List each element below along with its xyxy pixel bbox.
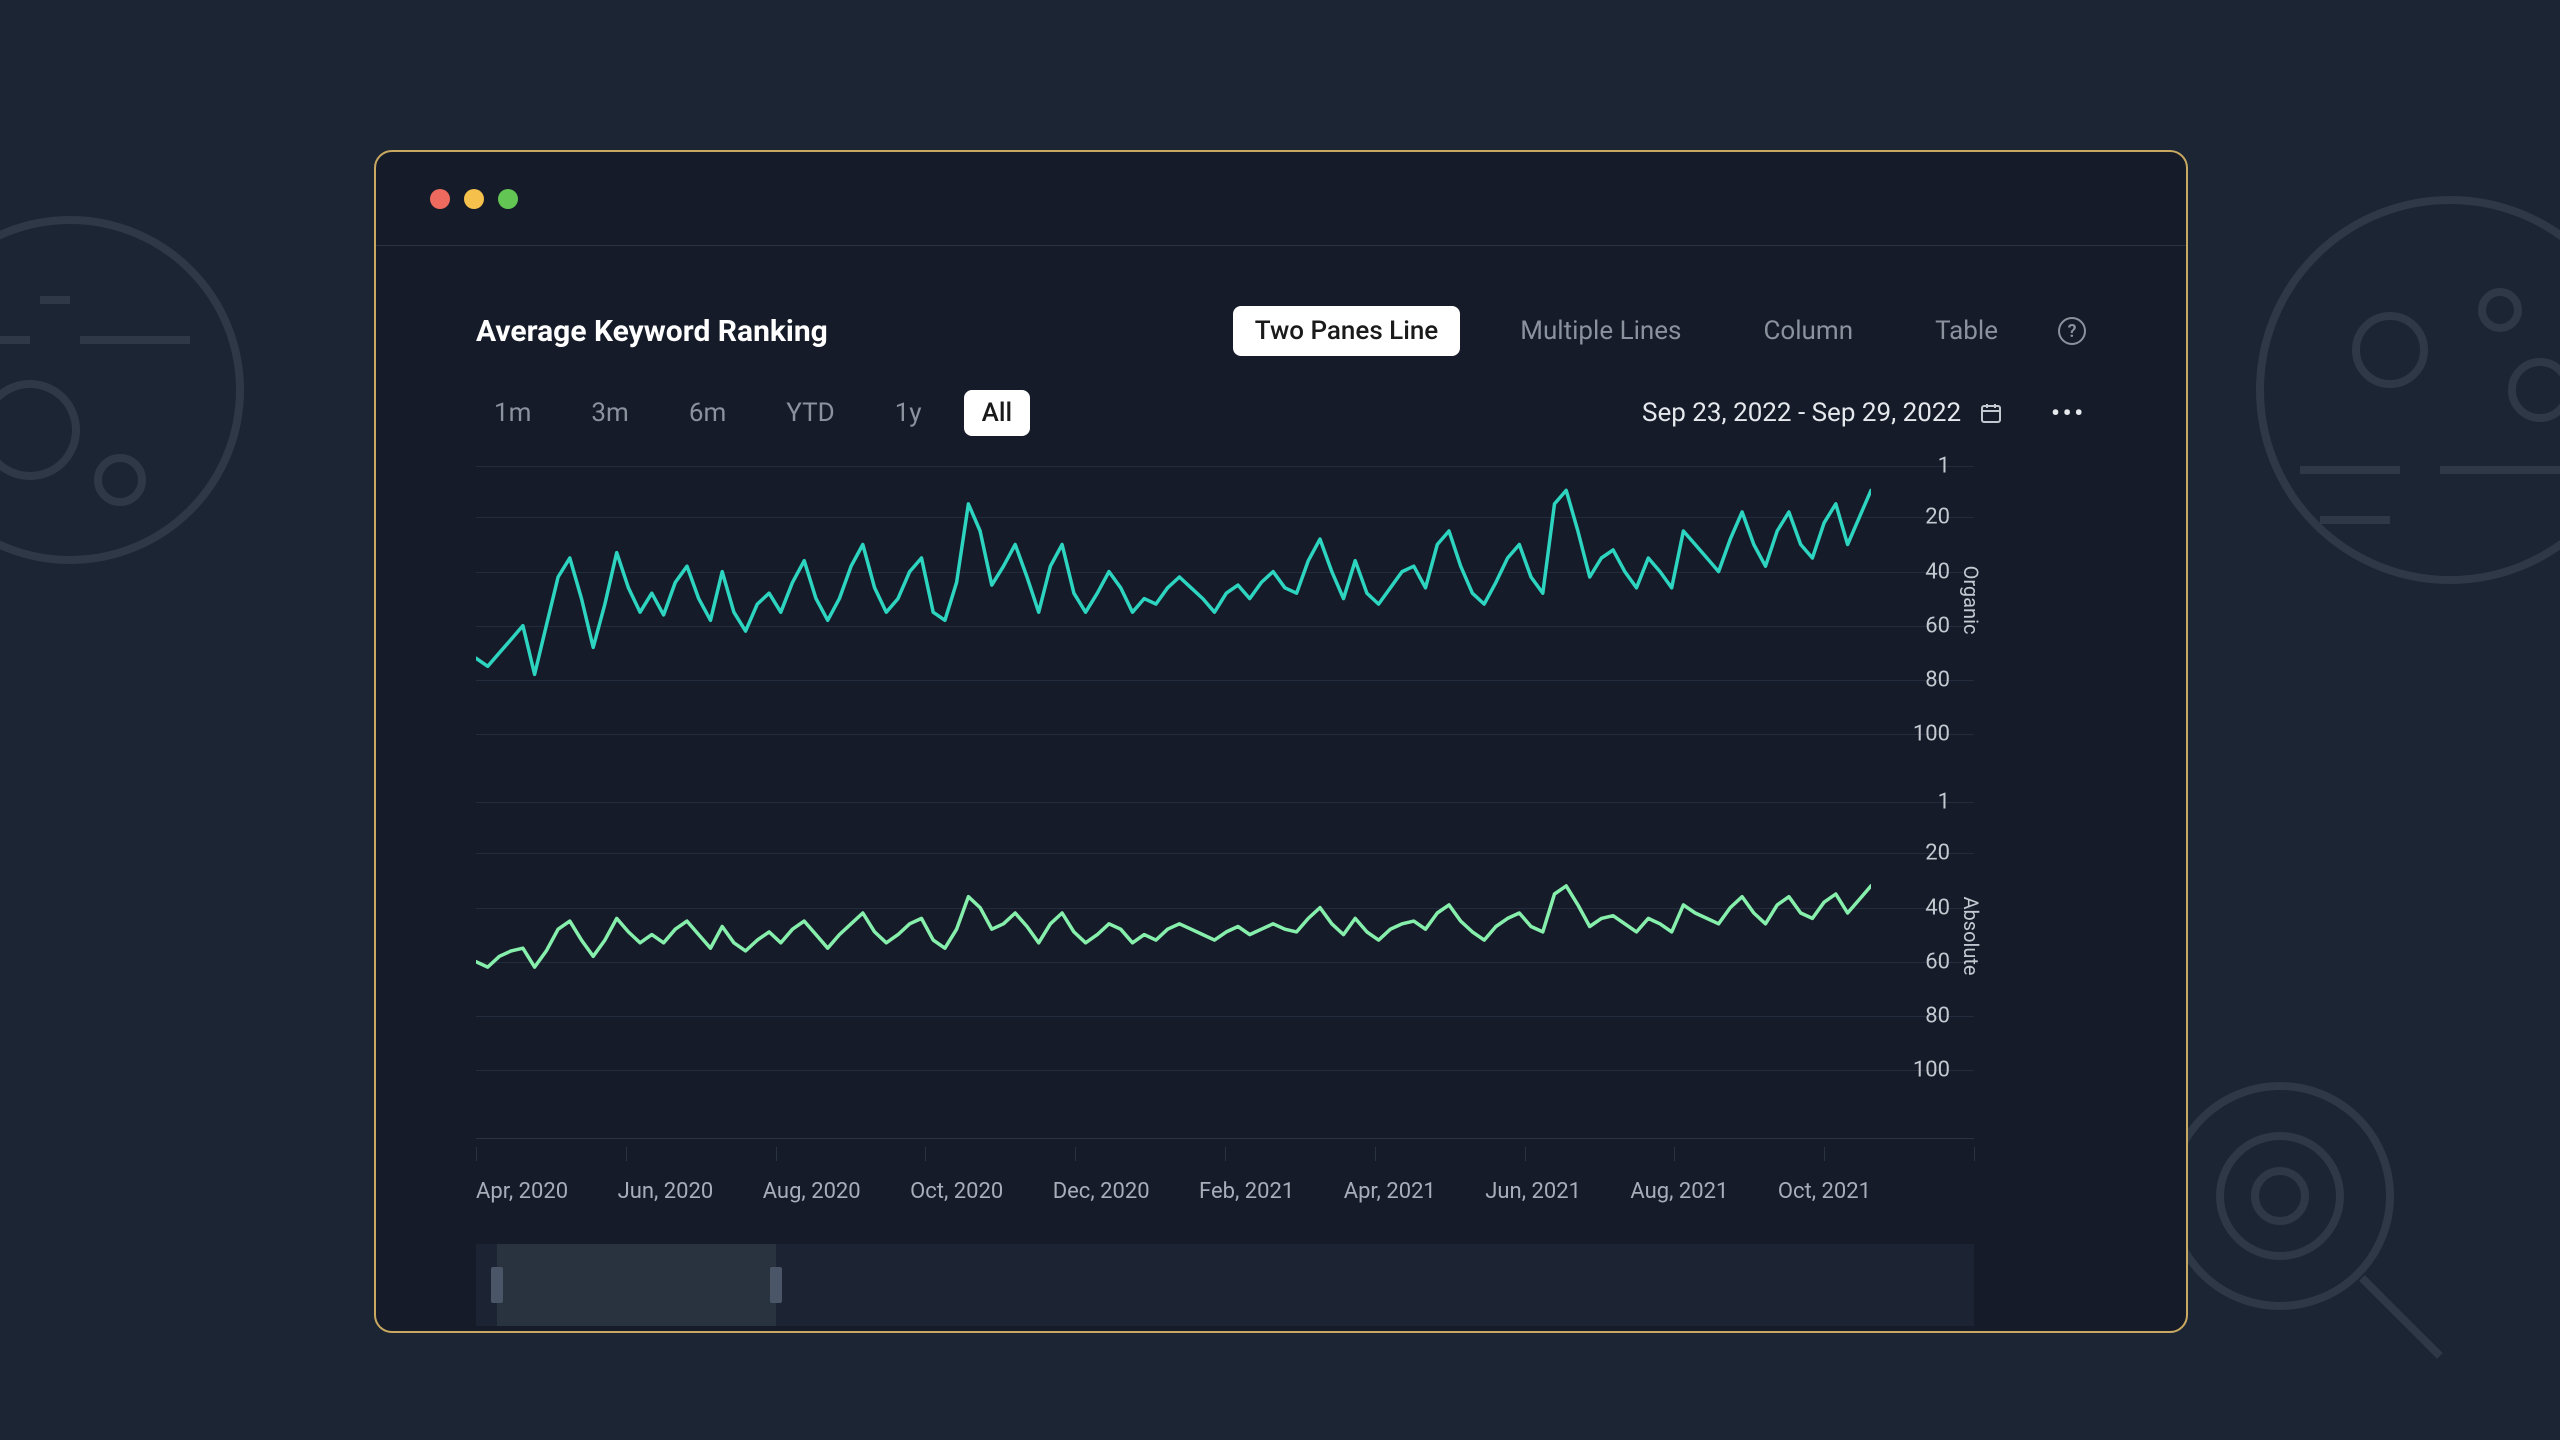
chart-line-organic — [476, 466, 1871, 734]
x-tick: Aug, 2020 — [763, 1179, 861, 1204]
y-tick: 60 — [1925, 949, 1950, 974]
view-tab-column[interactable]: Column — [1741, 306, 1875, 356]
y-tick: 80 — [1925, 667, 1950, 692]
app-window: Average Keyword Ranking Two Panes Line Mu… — [374, 150, 2188, 1333]
y-axis-label: Organic — [1959, 566, 1983, 635]
view-tabs: Two Panes Line Multiple Lines Column Table? — [1233, 306, 2086, 356]
x-tick: Oct, 2021 — [1778, 1179, 1871, 1204]
range-tab-1y[interactable]: 1y — [877, 390, 940, 436]
page-title: Average Keyword Ranking — [476, 314, 828, 349]
date-range[interactable]: Sep 23, 2022 - Sep 29, 2022 — [1642, 398, 1961, 428]
x-axis: Apr, 2020 Jun, 2020 Aug, 2020 Oct, 2020 Dec,… — [476, 1179, 1871, 1204]
view-tab-table[interactable]: Table — [1913, 306, 2020, 356]
x-tick: Aug, 2021 — [1630, 1179, 1728, 1204]
y-tick: 20 — [1925, 505, 1950, 530]
range-tab-ytd[interactable]: YTD — [768, 390, 852, 436]
x-tick: Apr, 2020 — [476, 1179, 568, 1204]
window-titlebar — [376, 152, 2186, 246]
bg-planet-right — [2240, 180, 2560, 604]
x-tick: Dec, 2020 — [1053, 1179, 1150, 1204]
chart-pane-organic: 120406080100Organic — [476, 466, 2086, 734]
range-tab-1m[interactable]: 1m — [476, 390, 549, 436]
view-tab-two-panes-line[interactable]: Two Panes Line — [1233, 306, 1460, 356]
y-tick: 1 — [1938, 790, 1950, 815]
x-tick: Jun, 2021 — [1485, 1179, 1581, 1204]
time-scrubber[interactable] — [476, 1244, 1974, 1326]
y-tick: 60 — [1925, 613, 1950, 638]
close-dot[interactable] — [430, 189, 450, 209]
help-icon[interactable]: ? — [2058, 317, 2086, 345]
bg-planet-left — [0, 200, 260, 584]
y-tick: 1 — [1938, 454, 1950, 479]
y-tick: 40 — [1925, 559, 1950, 584]
range-tabs: 1m 3m 6m YTD 1y All — [476, 390, 1030, 436]
y-tick: 40 — [1925, 895, 1950, 920]
x-tick: Oct, 2020 — [910, 1179, 1003, 1204]
y-tick: 100 — [1913, 722, 1950, 747]
x-tick: Jun, 2020 — [618, 1179, 714, 1204]
range-tab-6m[interactable]: 6m — [671, 390, 744, 436]
maximize-dot[interactable] — [498, 189, 518, 209]
range-tab-3m[interactable]: 3m — [573, 390, 646, 436]
calendar-icon[interactable] — [1979, 401, 2003, 425]
x-tick: Apr, 2021 — [1344, 1179, 1436, 1204]
minimize-dot[interactable] — [464, 189, 484, 209]
chart-pane-absolute: 120406080100Absolute — [476, 802, 2086, 1070]
view-tab-multiple-lines[interactable]: Multiple Lines — [1498, 306, 1703, 356]
more-icon[interactable]: ••• — [2051, 399, 2086, 427]
bg-magnifier — [2140, 1056, 2460, 1380]
x-tick: Feb, 2021 — [1199, 1179, 1294, 1204]
y-tick: 80 — [1925, 1003, 1950, 1028]
range-tab-all[interactable]: All — [964, 390, 1031, 436]
y-tick: 100 — [1913, 1058, 1950, 1083]
scrub-handle-left[interactable] — [491, 1267, 503, 1303]
y-tick: 20 — [1925, 841, 1950, 866]
y-axis-label: Absolute — [1959, 896, 1983, 975]
scrub-handle-right[interactable] — [770, 1267, 782, 1303]
chart-line-absolute — [476, 802, 1871, 1070]
